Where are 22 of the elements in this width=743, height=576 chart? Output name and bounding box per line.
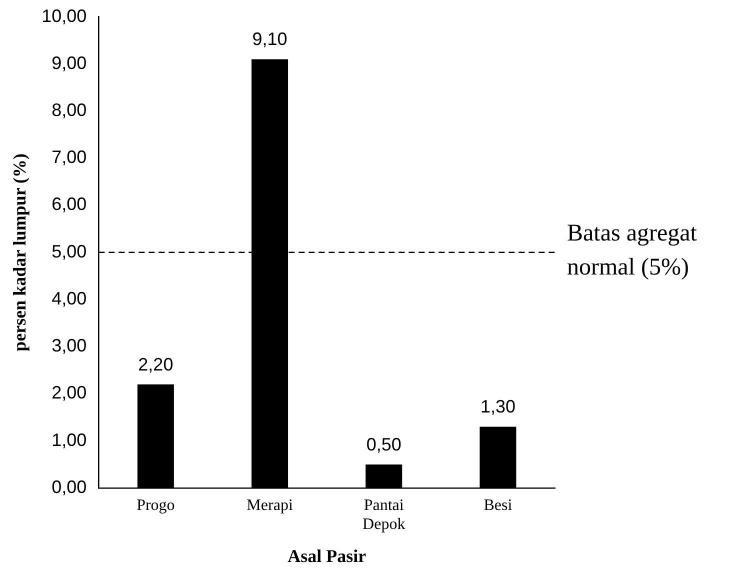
- y-tick-label: 5,00: [52, 241, 87, 262]
- data-label: 1,30: [480, 396, 516, 417]
- data-label: 0,50: [366, 434, 402, 454]
- ref-line-label: Batas agregat normal (5%): [567, 220, 698, 281]
- y-tick-label: 0,00: [52, 476, 87, 497]
- y-tick-label: 4,00: [52, 288, 87, 308]
- y-tick-label: 7,00: [52, 147, 87, 168]
- y-tick-label: 9,00: [52, 52, 87, 73]
- x-axis-title: Asal Pasir: [288, 546, 366, 566]
- y-tick-label: 3,00: [52, 336, 87, 356]
- x-tick-label: Progo: [136, 496, 175, 514]
- y-axis-title: persen kadar lumpur (%): [9, 153, 30, 352]
- y-tick-label: 1,00: [52, 430, 87, 450]
- data-label: 9,10: [252, 29, 288, 50]
- y-tick-label: 10,00: [42, 6, 87, 26]
- x-tick-label: Pantai Depok: [362, 496, 406, 534]
- y-tick-label: 6,00: [52, 194, 87, 214]
- y-tick-label: 2,00: [52, 382, 87, 403]
- x-tick-label: Besi: [484, 496, 513, 514]
- y-tick-label: 8,00: [52, 100, 87, 120]
- data-label: 2,20: [138, 354, 174, 374]
- x-tick-label: Merapi: [246, 496, 294, 514]
